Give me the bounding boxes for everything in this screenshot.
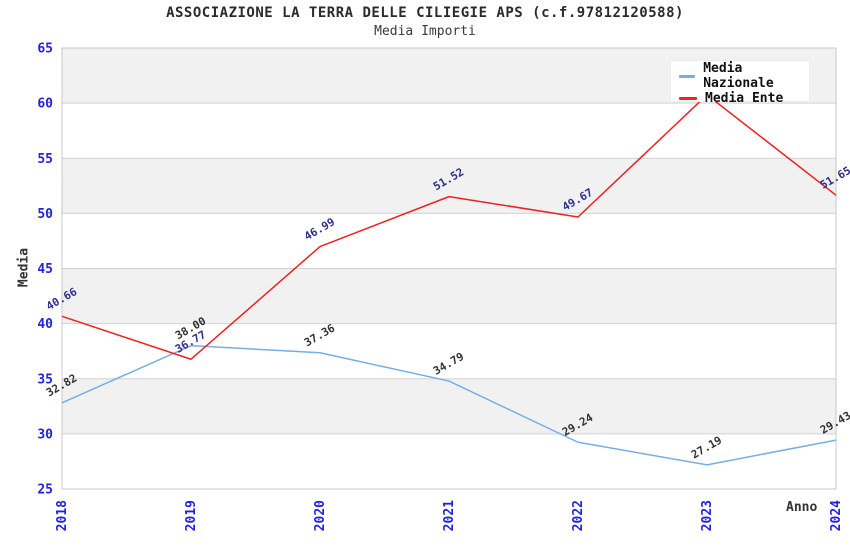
y-tick-label: 45: [37, 262, 53, 277]
x-tick-label: 2021: [442, 500, 457, 531]
y-tick-label: 40: [37, 317, 53, 332]
y-tick-label: 35: [37, 372, 53, 387]
x-axis-title: Anno: [786, 500, 818, 515]
y-tick-label: 50: [37, 207, 53, 222]
x-tick-label: 2023: [700, 500, 715, 531]
chart-subtitle: Media Importi: [374, 24, 476, 39]
y-tick-label: 55: [37, 152, 53, 167]
x-tick-label: 2020: [313, 500, 328, 531]
data-label: 46.99: [302, 215, 337, 243]
y-tick-label: 30: [37, 427, 53, 442]
legend-label-media-nazionale: Media Nazionale: [703, 61, 774, 91]
x-tick-label: 2022: [571, 500, 586, 531]
series-line-media-nazionale: [61, 344, 837, 466]
y-tick-label: 60: [37, 97, 53, 112]
plot-border: [61, 47, 837, 490]
legend-swatch-media-nazionale-icon: [679, 74, 696, 78]
plot-band: [62, 378, 836, 434]
data-label: 27.19: [689, 434, 724, 462]
data-label: 37.36: [302, 321, 338, 349]
y-tick-label: 25: [37, 483, 53, 498]
x-tick-label: 2024: [829, 500, 844, 531]
legend: Media Nazionale Media Ente: [670, 60, 810, 106]
x-tick-label: 2018: [55, 500, 70, 531]
legend-swatch-media-ente-icon: [679, 97, 697, 100]
chart-title: ASSOCIAZIONE LA TERRA DELLE CILIEGIE APS…: [166, 5, 684, 21]
legend-item-media-ente: Media Ente: [679, 91, 809, 106]
x-tick-label: 2019: [184, 500, 199, 531]
legend-label-media-ente: Media Ente: [705, 91, 784, 106]
y-tick-label: 65: [37, 42, 53, 57]
data-label: 34.79: [431, 350, 466, 378]
plot-band: [62, 268, 836, 324]
legend-item-media-nazionale: Media Nazionale: [679, 61, 809, 91]
plot-band: [62, 158, 836, 214]
y-axis-title: Media: [16, 247, 32, 288]
